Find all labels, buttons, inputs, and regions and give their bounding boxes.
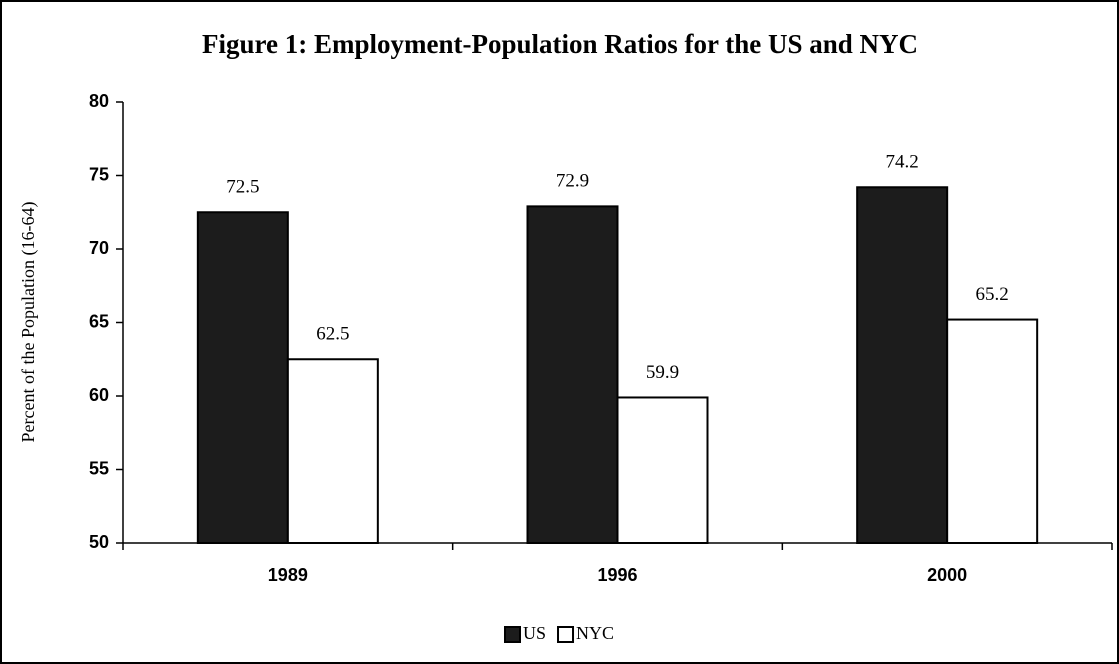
y-tick-label: 75 xyxy=(89,164,109,184)
legend-label: NYC xyxy=(576,623,614,643)
bar xyxy=(196,211,289,544)
data-label: 72.9 xyxy=(556,171,589,192)
x-tick-label: 1989 xyxy=(268,565,308,585)
y-tick-label: 60 xyxy=(89,385,109,405)
y-tick-label: 80 xyxy=(89,91,109,111)
bar xyxy=(616,396,709,544)
data-label: 72.5 xyxy=(226,177,259,198)
legend-label: US xyxy=(523,623,546,643)
x-tick-label: 1996 xyxy=(597,565,637,585)
x-tick-label: 2000 xyxy=(927,565,967,585)
bar xyxy=(856,186,949,544)
y-tick-label: 50 xyxy=(89,532,109,552)
y-tick-label: 70 xyxy=(89,238,109,258)
data-label: 65.2 xyxy=(976,284,1009,305)
data-label: 59.9 xyxy=(646,362,679,383)
y-tick-label: 55 xyxy=(89,458,109,478)
bar xyxy=(946,318,1039,544)
legend-swatch xyxy=(504,626,521,643)
data-label: 62.5 xyxy=(316,324,349,345)
data-label: 74.2 xyxy=(886,152,919,173)
y-axis-label: Percent of the Population (16-64) xyxy=(18,202,39,443)
bar xyxy=(526,205,619,544)
legend-swatch xyxy=(557,626,575,643)
bar xyxy=(286,358,379,544)
chart-title: Figure 1: Employment-Population Ratios f… xyxy=(202,29,918,59)
y-tick-label: 65 xyxy=(89,311,109,331)
